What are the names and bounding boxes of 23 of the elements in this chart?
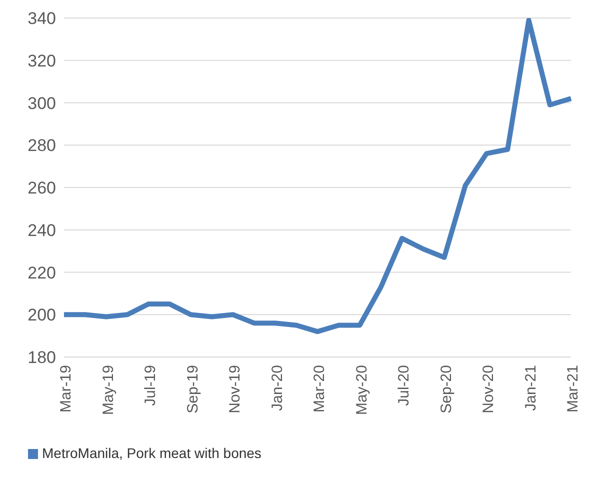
x-tick-label: Jan-20 [268,365,286,411]
y-tick-label: 260 [28,178,56,198]
y-tick-label: 200 [28,306,56,325]
x-tick-label: May-19 [100,365,117,416]
y-tick-label: 220 [28,263,56,282]
x-tick-label: Jul-19 [142,365,160,406]
y-tick-label: 180 [28,348,56,368]
x-tick-label: Sep-19 [184,365,202,414]
x-tick-label: May-20 [353,365,370,416]
x-tick-label: Mar-21 [564,365,582,413]
x-tick-label: Mar-20 [311,365,328,413]
x-tick-label: Jul-20 [396,365,413,406]
y-tick-label: 340 [28,9,56,28]
x-tick-label: Nov-20 [480,365,498,414]
x-tick-label: Nov-19 [226,365,244,414]
y-tick-label: 280 [28,136,56,156]
y-tick-label: 240 [28,220,56,240]
x-tick-label: Sep-20 [438,365,455,414]
x-tick-label: Jan-21 [522,365,540,411]
y-tick-label: 320 [28,51,56,70]
legend-label: MetroManila, Pork meat with bones [42,445,262,461]
y-tick-label: 300 [28,94,56,113]
x-tick-label: Mar-19 [58,365,75,413]
